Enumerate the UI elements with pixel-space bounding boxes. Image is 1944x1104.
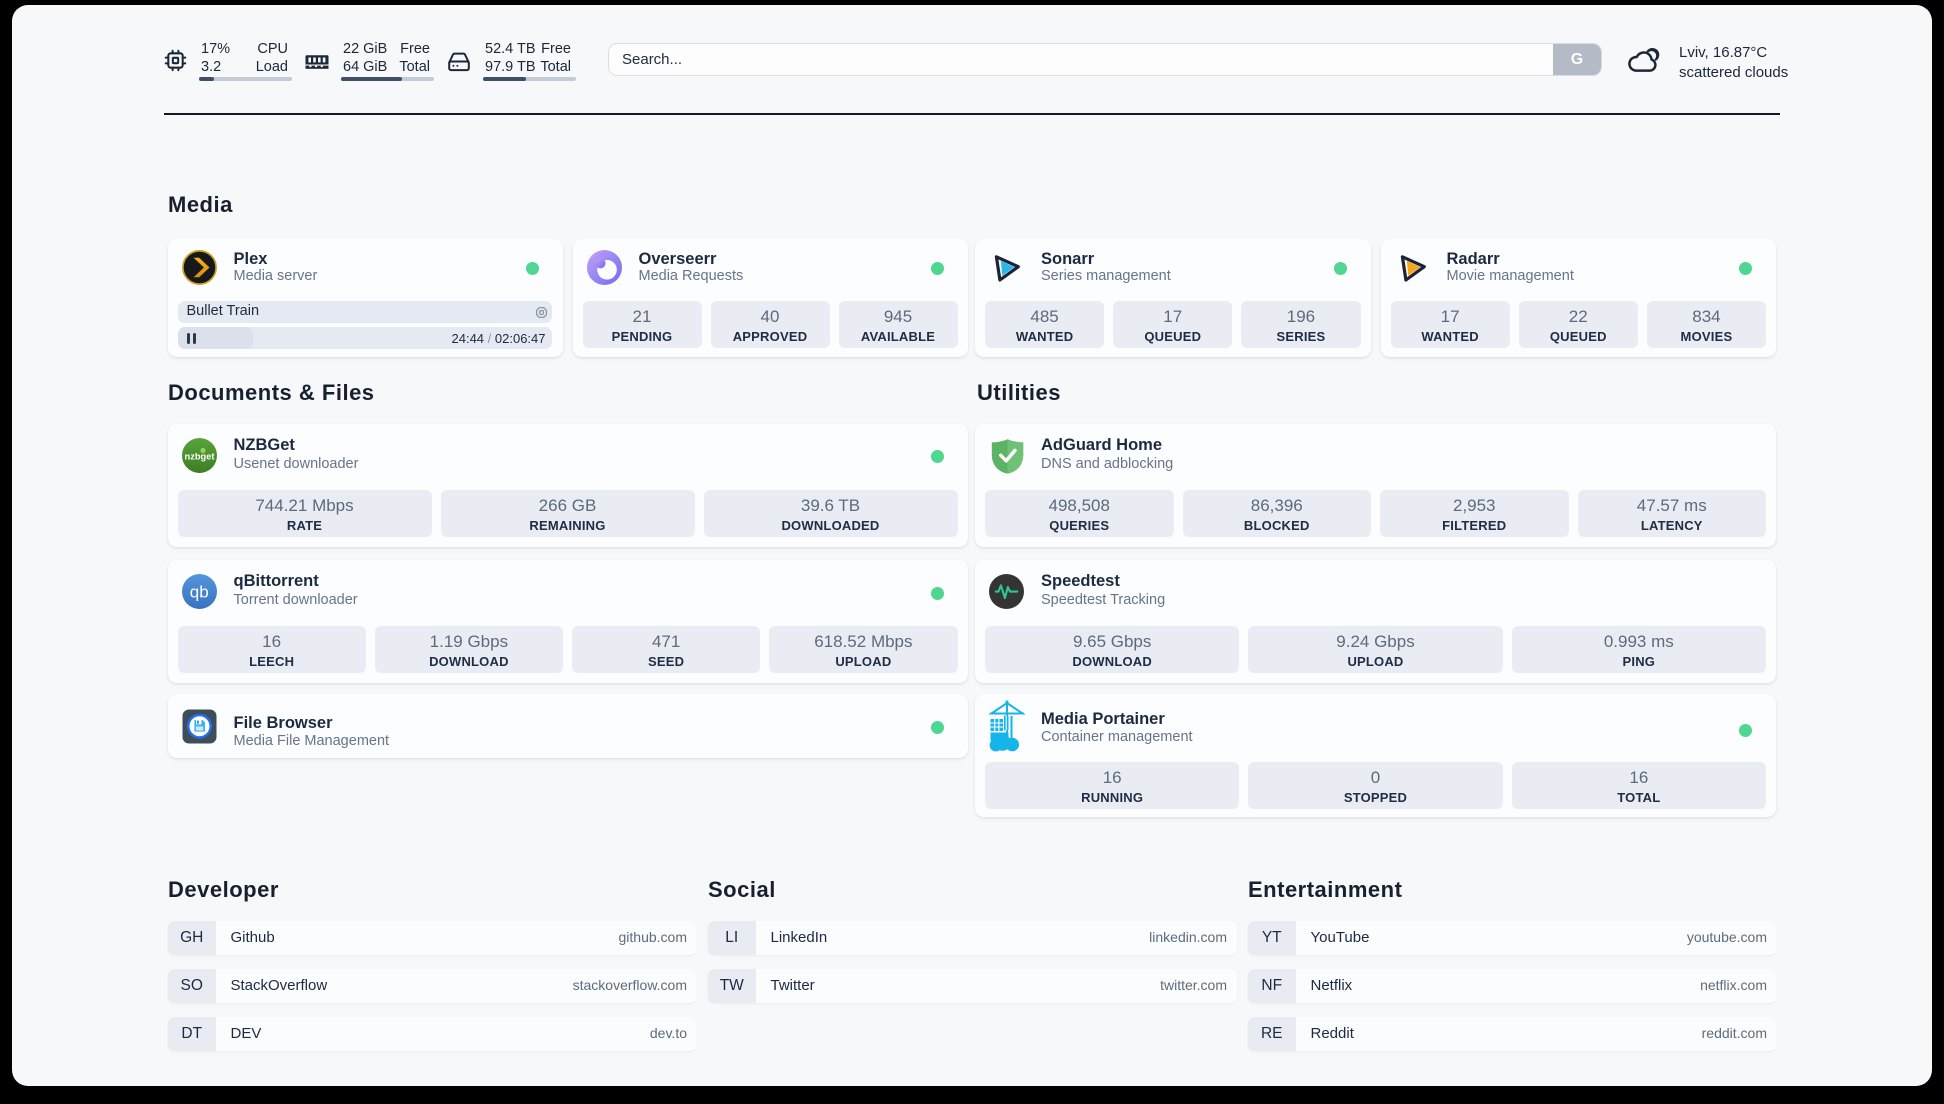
svg-text:qb: qb bbox=[189, 583, 208, 602]
svg-text:nzbget: nzbget bbox=[184, 451, 214, 461]
